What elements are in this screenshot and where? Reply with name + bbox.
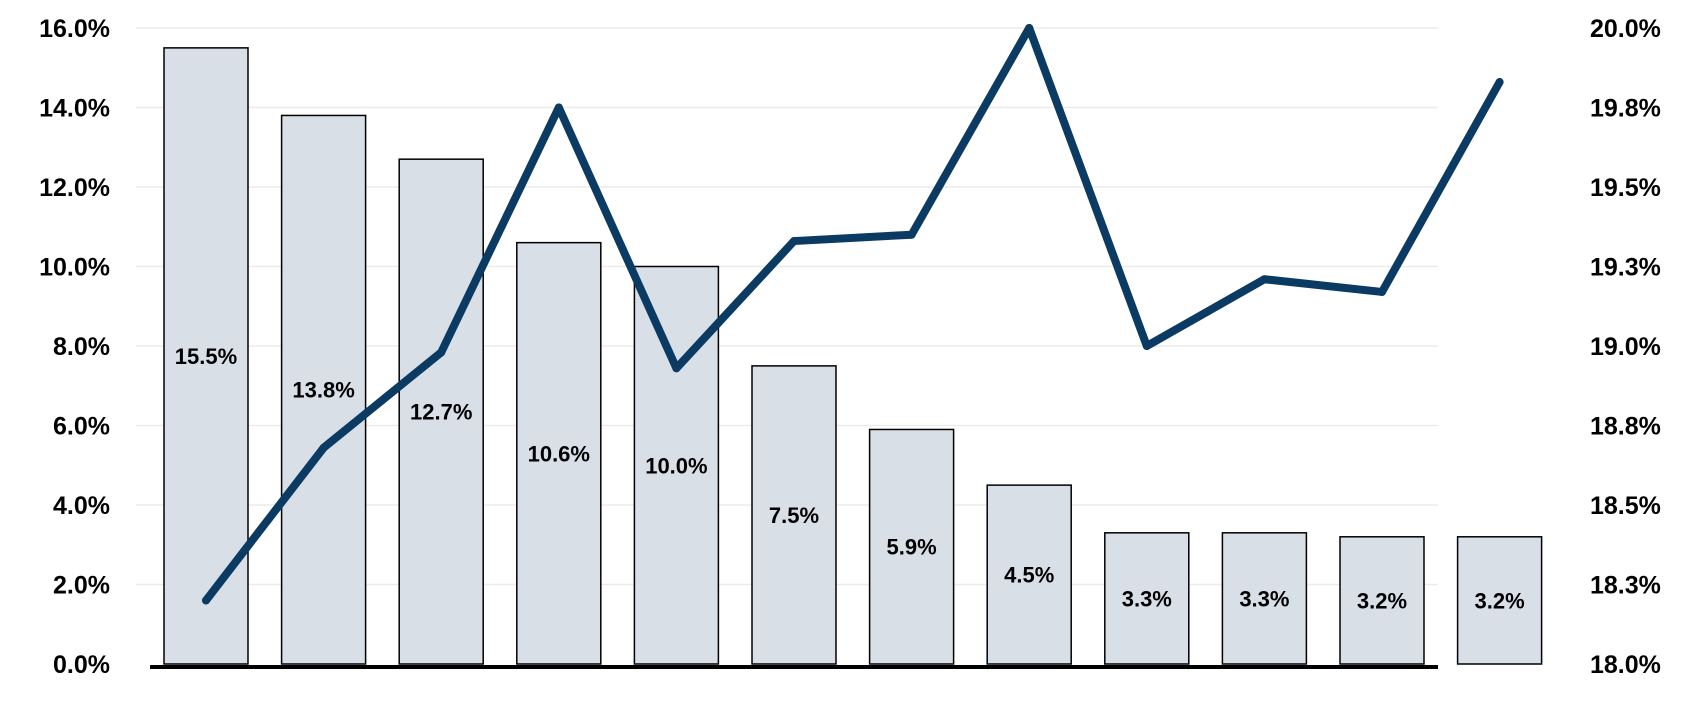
line-point [554, 103, 563, 112]
right-y-tick-label: 19.5% [1590, 174, 1661, 202]
bar [1456, 536, 1543, 665]
bar-data-labels: 15.5% 13.8% 12.7% 10.6% 10.0% 7.5% 5.9% 4.5% 3.3… [175, 344, 1525, 613]
bar [868, 428, 955, 665]
line-point [1025, 24, 1034, 32]
bar-data-label: 3.3% [1122, 586, 1172, 611]
bar [280, 114, 367, 665]
line-series [202, 24, 1504, 605]
left-y-tick-label: 10.0% [39, 254, 110, 282]
bar-data-label: 10.0% [645, 453, 707, 478]
bar [1221, 532, 1308, 665]
left-y-tick-label: 14.0% [39, 95, 110, 123]
left-y-axis: 0.0% 2.0% 4.0% 6.0% 8.0% 10.0% 12.0% 14.0% 16.0% [39, 15, 110, 679]
right-y-tick-label: 19.8% [1590, 95, 1661, 123]
bar-data-label: 15.5% [175, 344, 237, 369]
bar-data-label: 4.5% [1004, 563, 1054, 588]
bar [398, 158, 484, 665]
line-point [202, 596, 210, 605]
left-y-tick-label: 16.0% [39, 15, 110, 43]
line-point [672, 364, 681, 373]
left-y-tick-label: 12.0% [39, 174, 110, 202]
right-y-tick-label: 18.3% [1590, 572, 1661, 600]
right-y-axis: 18.0% 18.3% 18.5% 18.8% 19.0% 19.3% 19.5% 19.8%… [1590, 15, 1661, 679]
bar [986, 484, 1072, 665]
left-y-tick-label: 2.0% [53, 572, 110, 600]
line-point [790, 237, 798, 246]
bar [1339, 536, 1425, 665]
bar-data-label: 3.2% [1357, 588, 1407, 613]
bar-data-label: 12.7% [410, 400, 472, 425]
bar-data-label: 3.3% [1239, 586, 1289, 611]
line-point [907, 230, 916, 239]
left-y-tick-label: 4.0% [53, 492, 110, 520]
bar-data-label: 7.5% [769, 503, 819, 528]
line-point [1260, 275, 1269, 284]
right-y-tick-label: 18.0% [1590, 651, 1661, 679]
right-y-tick-label: 20.0% [1590, 15, 1661, 43]
bar [516, 241, 602, 665]
bar-data-label: 3.2% [1475, 588, 1525, 613]
left-y-tick-label: 6.0% [53, 413, 110, 441]
right-y-tick-label: 18.5% [1590, 492, 1661, 520]
right-y-tick-label: 19.0% [1590, 333, 1661, 361]
line-path [202, 24, 1504, 605]
bar [1104, 532, 1190, 665]
left-y-tick-label: 8.0% [53, 333, 110, 361]
line-point [319, 443, 328, 452]
bar-series [163, 47, 1543, 665]
right-y-tick-label: 18.8% [1590, 413, 1661, 441]
bar [751, 365, 837, 665]
bar-data-label: 10.6% [528, 441, 590, 466]
right-y-tick-label: 19.3% [1590, 254, 1661, 282]
line-point [437, 348, 446, 357]
bar-data-label: 13.8% [292, 378, 354, 403]
line-point [1378, 287, 1386, 296]
line-point [1142, 342, 1151, 350]
bar-data-label: 5.9% [887, 535, 937, 560]
left-y-tick-label: 0.0% [53, 651, 110, 679]
line-point [1495, 78, 1504, 87]
